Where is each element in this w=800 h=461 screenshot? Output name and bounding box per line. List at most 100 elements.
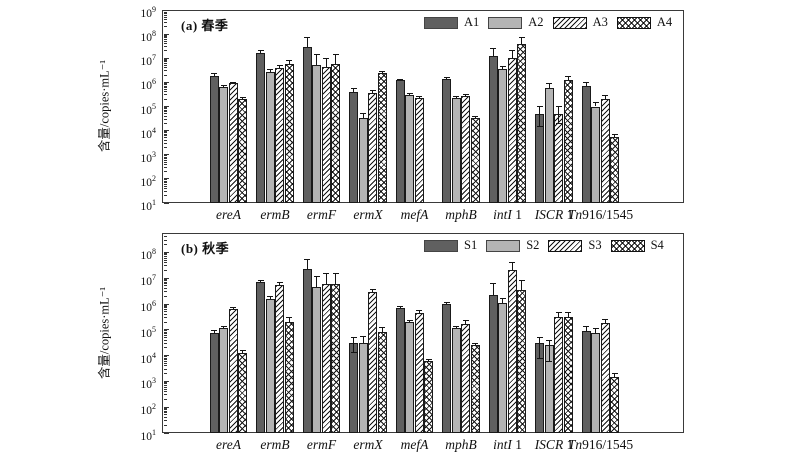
error-whisker bbox=[381, 71, 383, 73]
error-cap bbox=[379, 327, 385, 329]
y-minor-tick bbox=[163, 38, 167, 40]
y-major-tick bbox=[163, 329, 169, 331]
bar bbox=[256, 52, 265, 203]
bar bbox=[414, 98, 424, 203]
y-minor-tick bbox=[163, 183, 167, 185]
error-cap bbox=[443, 77, 450, 79]
error-whisker bbox=[242, 97, 243, 100]
y-tick-label: 106 bbox=[140, 77, 157, 93]
error-whisker bbox=[279, 65, 280, 68]
bar bbox=[591, 333, 600, 433]
error-whisker bbox=[614, 134, 615, 137]
error-whisker bbox=[399, 79, 401, 81]
error-cap bbox=[276, 65, 283, 67]
panel-a-title: (a) 春季 bbox=[181, 18, 229, 33]
y-tick-label: 103 bbox=[140, 149, 157, 165]
error-whisker bbox=[325, 273, 327, 284]
error-whisker bbox=[585, 82, 587, 87]
error-cap bbox=[536, 125, 543, 127]
y-minor-tick bbox=[163, 34, 167, 36]
y-major-tick bbox=[163, 178, 169, 180]
legend-label: A3 bbox=[592, 15, 608, 29]
error-whisker bbox=[362, 336, 364, 344]
error-whisker bbox=[511, 262, 513, 271]
legend-item: A2 bbox=[488, 15, 544, 30]
y-tick-label: 103 bbox=[140, 376, 157, 392]
bar bbox=[238, 99, 247, 203]
error-whisker bbox=[474, 116, 476, 119]
bar bbox=[395, 80, 405, 203]
error-cap bbox=[257, 50, 264, 52]
y-minor-tick bbox=[163, 195, 167, 197]
error-whisker bbox=[242, 350, 243, 353]
y-minor-tick bbox=[163, 311, 167, 313]
error-whisker bbox=[585, 326, 587, 331]
error-whisker bbox=[288, 317, 290, 323]
error-cap bbox=[509, 262, 515, 264]
legend-swatch-S1 bbox=[424, 239, 458, 252]
bar bbox=[219, 87, 228, 203]
y-minor-tick bbox=[163, 337, 167, 339]
bar bbox=[358, 118, 368, 203]
y-minor-tick bbox=[163, 382, 167, 384]
error-cap bbox=[453, 325, 459, 327]
error-cap bbox=[350, 88, 357, 90]
y-minor-tick bbox=[163, 142, 167, 144]
bar bbox=[275, 67, 284, 203]
error-cap bbox=[499, 298, 506, 300]
y-minor-tick bbox=[163, 255, 167, 257]
legend-swatch-S4 bbox=[610, 239, 645, 252]
x-category-label: ermF bbox=[306, 207, 337, 222]
y-minor-tick bbox=[163, 410, 167, 412]
legend-item: S1 bbox=[424, 238, 477, 253]
error-whisker bbox=[362, 113, 364, 119]
bar bbox=[461, 323, 470, 433]
bar bbox=[405, 322, 414, 433]
x-category-label: ermX bbox=[353, 207, 383, 222]
y-axis-label-panel-b: 含量/copies·mL⁻¹ bbox=[97, 286, 112, 380]
error-cap bbox=[518, 280, 525, 282]
y-tick-label: 102 bbox=[140, 402, 157, 418]
y-minor-tick bbox=[163, 362, 167, 364]
error-whisker bbox=[548, 83, 550, 88]
x-category-label: ermX bbox=[353, 437, 383, 452]
error-whisker bbox=[353, 337, 354, 344]
bar bbox=[256, 282, 265, 433]
y-minor-tick bbox=[163, 14, 167, 16]
y-minor-tick bbox=[163, 132, 167, 134]
y-minor-tick bbox=[163, 118, 167, 120]
y-major-tick bbox=[163, 380, 169, 382]
y-minor-tick bbox=[163, 63, 167, 65]
panel-a-legend: A1 A2 A3 A4 bbox=[424, 15, 681, 30]
bar bbox=[405, 94, 414, 203]
y-minor-tick bbox=[163, 85, 167, 87]
error-whisker bbox=[502, 298, 503, 303]
y-minor-tick bbox=[163, 50, 167, 52]
error-cap bbox=[276, 281, 283, 283]
bar bbox=[284, 322, 294, 433]
y-minor-tick bbox=[163, 373, 167, 375]
bar bbox=[461, 96, 470, 203]
bar bbox=[238, 352, 247, 433]
y-minor-tick bbox=[163, 122, 167, 124]
legend-swatch-S2 bbox=[486, 239, 521, 252]
error-whisker bbox=[511, 50, 513, 59]
y-minor-tick bbox=[163, 257, 167, 259]
y-minor-tick bbox=[163, 146, 167, 148]
bar bbox=[554, 317, 563, 433]
bar bbox=[591, 106, 600, 203]
error-cap bbox=[472, 115, 478, 117]
bar bbox=[209, 333, 219, 433]
x-category-label: intI 1 bbox=[493, 437, 522, 452]
error-cap bbox=[555, 106, 562, 107]
y-minor-tick bbox=[163, 155, 167, 157]
error-whisker bbox=[306, 37, 308, 48]
bar bbox=[228, 83, 238, 203]
y-minor-tick bbox=[163, 306, 167, 307]
error-cap bbox=[379, 70, 385, 72]
y-minor-tick bbox=[163, 278, 167, 280]
y-minor-tick bbox=[163, 16, 167, 18]
error-whisker bbox=[269, 69, 271, 72]
y-minor-tick bbox=[163, 182, 167, 184]
bar bbox=[581, 330, 591, 433]
